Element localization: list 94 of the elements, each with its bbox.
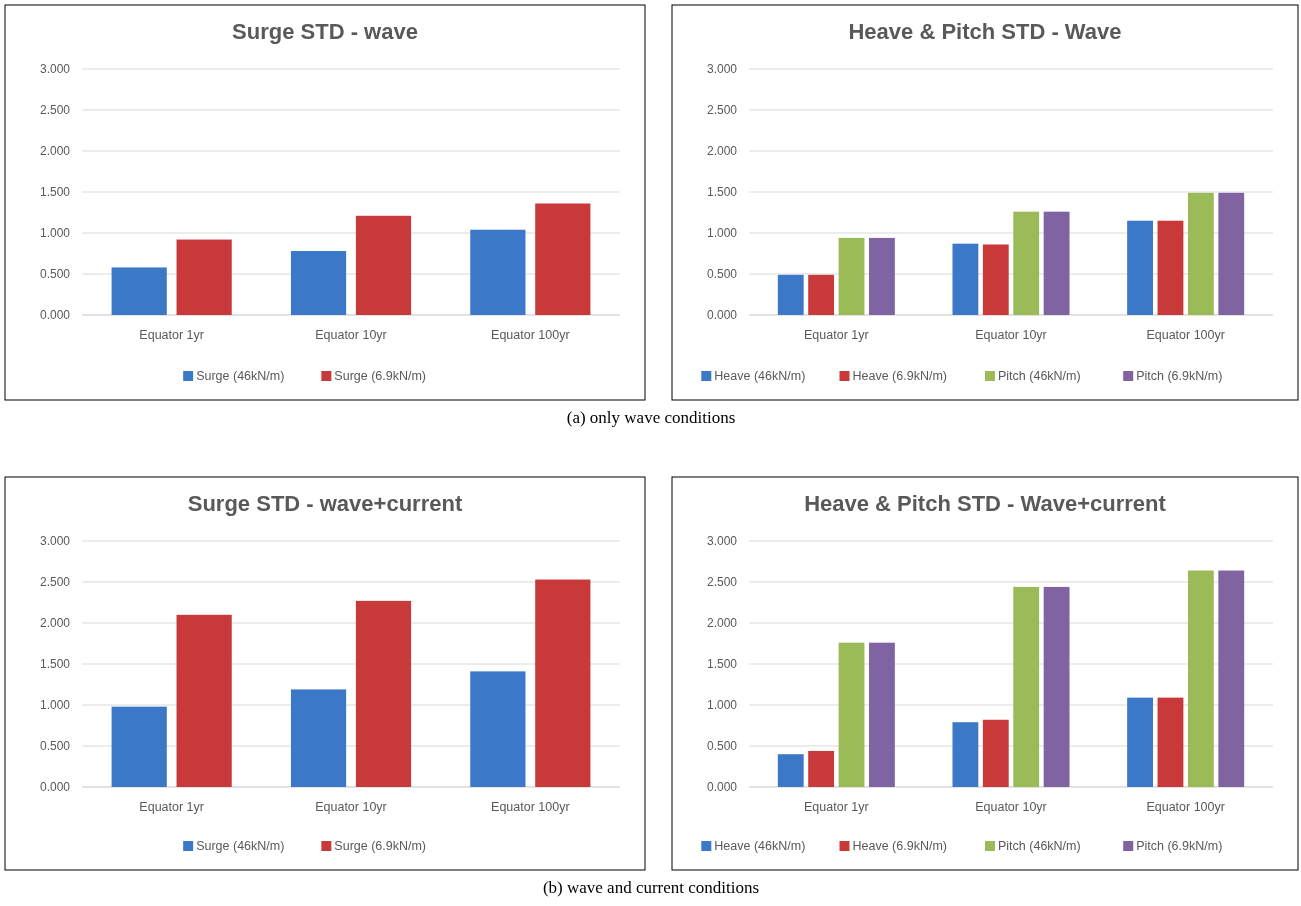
bar	[1127, 697, 1153, 787]
y-tick-label: 1.000	[39, 226, 71, 241]
legend-label: Pitch (46kN/m)	[998, 839, 1081, 854]
x-tick-label: Equator 100yr	[1146, 800, 1225, 814]
bar	[176, 614, 232, 787]
legend-label: Heave (46kN/m)	[714, 839, 806, 854]
y-tick-label: 0.000	[706, 780, 738, 795]
y-tick-label: 2.000	[706, 616, 738, 631]
bar	[1187, 570, 1214, 787]
y-tick-label: 2.000	[39, 144, 71, 159]
legend-label: Heave (6.9kN/m)	[852, 369, 947, 384]
legend-label: Surge (46kN/m)	[196, 369, 285, 384]
y-tick-label: 1.500	[706, 657, 738, 672]
bar	[952, 243, 979, 315]
y-tick-label: 2.500	[706, 103, 738, 118]
bar	[355, 215, 412, 315]
legend-label: Surge (6.9kN/m)	[334, 369, 427, 384]
bar	[1013, 211, 1040, 315]
legend-label: Pitch (6.9kN/m)	[1136, 839, 1223, 854]
chart-title: Heave & Pitch STD - Wave+current	[804, 491, 1167, 516]
bar	[1187, 192, 1214, 315]
x-tick-label: Equator 1yr	[139, 328, 204, 342]
text: (a) only wave conditions	[566, 408, 736, 427]
y-tick-label: 1.500	[706, 185, 738, 200]
bar	[808, 750, 835, 787]
x-tick-label: Equator 1yr	[139, 800, 204, 814]
x-tick-label: Equator 100yr	[491, 328, 570, 342]
bar	[777, 274, 804, 315]
legend-label: Pitch (6.9kN/m)	[1136, 369, 1223, 384]
y-tick-label: 0.500	[39, 267, 71, 282]
bar	[535, 579, 591, 787]
x-tick-label: Equator 1yr	[804, 328, 869, 342]
y-tick-label: 2.500	[706, 575, 738, 590]
bar	[1043, 586, 1070, 787]
y-tick-label: 3.000	[39, 534, 71, 549]
text: (b) wave and current conditions	[542, 878, 760, 897]
x-tick-label: Equator 10yr	[315, 328, 387, 342]
y-tick-label: 3.000	[706, 534, 738, 549]
bar	[176, 239, 232, 315]
y-tick-label: 2.500	[39, 575, 71, 590]
bar	[290, 251, 347, 315]
bar	[535, 203, 591, 315]
y-tick-label: 0.000	[39, 308, 71, 323]
bar	[982, 719, 1009, 787]
bar	[869, 237, 895, 315]
bar	[982, 244, 1009, 315]
bar	[111, 267, 167, 315]
bar	[1218, 570, 1245, 787]
bar	[777, 754, 804, 787]
x-tick-label: Equator 1yr	[804, 800, 869, 814]
y-tick-label: 0.500	[706, 739, 738, 754]
y-tick-label: 0.500	[39, 739, 71, 754]
bar	[1157, 697, 1184, 787]
y-tick-label: 0.500	[706, 267, 738, 282]
legend-label: Heave (6.9kN/m)	[852, 839, 947, 854]
y-tick-label: 2.000	[39, 616, 71, 631]
bar	[1013, 586, 1040, 787]
bar	[1127, 220, 1153, 315]
bar	[290, 689, 347, 787]
y-tick-label: 1.500	[39, 657, 71, 672]
x-tick-label: Equator 100yr	[1146, 328, 1225, 342]
bar	[838, 642, 865, 787]
bar	[111, 706, 167, 787]
bar	[355, 600, 412, 787]
bar	[838, 237, 865, 315]
bar	[1043, 211, 1070, 315]
legend-label: Surge (6.9kN/m)	[334, 839, 427, 854]
bar	[869, 642, 895, 787]
y-tick-label: 3.000	[706, 62, 738, 77]
y-tick-label: 0.000	[39, 780, 71, 795]
bar	[1218, 192, 1245, 315]
y-tick-label: 2.500	[39, 103, 71, 118]
chart-title: Surge STD - wave+current	[187, 491, 463, 516]
bar	[470, 229, 526, 315]
chart-title: Surge STD - wave	[232, 19, 418, 44]
bar	[470, 671, 526, 787]
y-tick-label: 2.000	[706, 144, 738, 159]
legend-label: Surge (46kN/m)	[196, 839, 285, 854]
x-tick-label: Equator 10yr	[975, 328, 1047, 342]
y-tick-label: 1.000	[39, 698, 71, 713]
y-tick-label: 0.000	[706, 308, 738, 323]
legend-label: Pitch (46kN/m)	[998, 369, 1081, 384]
bar	[808, 274, 835, 315]
chart-title: Heave & Pitch STD - Wave	[848, 19, 1122, 44]
y-tick-label: 1.000	[706, 698, 738, 713]
bar	[1157, 220, 1184, 315]
y-tick-label: 1.500	[39, 185, 71, 200]
x-tick-label: Equator 10yr	[975, 800, 1047, 814]
x-tick-label: Equator 100yr	[491, 800, 570, 814]
y-tick-label: 3.000	[39, 62, 71, 77]
legend-label: Heave (46kN/m)	[714, 369, 806, 384]
bar	[952, 722, 979, 787]
x-tick-label: Equator 10yr	[315, 800, 387, 814]
y-tick-label: 1.000	[706, 226, 738, 241]
